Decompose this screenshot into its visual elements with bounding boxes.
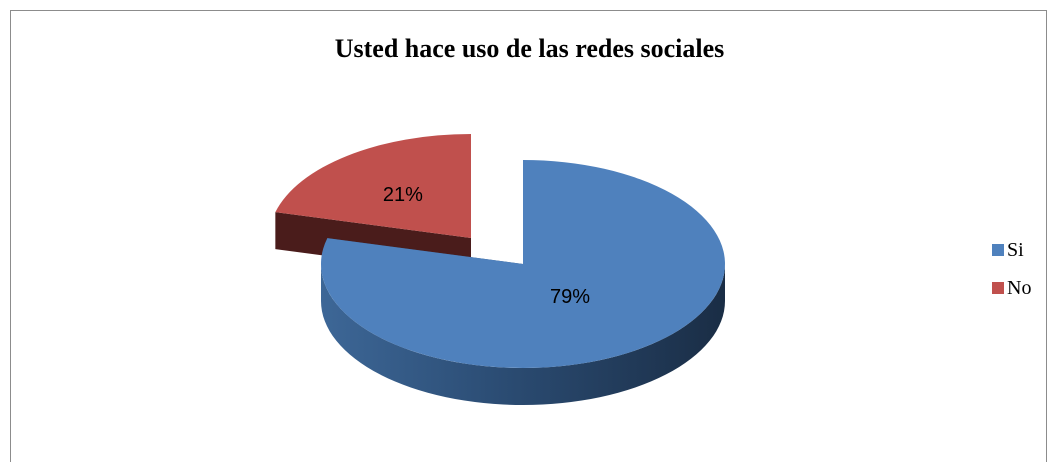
chart-title: Usted hace uso de las redes sociales (334, 34, 725, 63)
data-label-si: 79% (550, 286, 590, 308)
legend-label-no: No (1007, 276, 1032, 299)
legend-label-si: Si (1007, 238, 1024, 261)
pie-side-si (321, 264, 725, 405)
legend-item-no: No (992, 274, 1031, 302)
pie-top-no (275, 134, 471, 238)
pie-slice-si (321, 160, 725, 405)
legend: Si No (992, 236, 1031, 312)
data-label-no: 21% (383, 184, 423, 206)
legend-swatch-si (992, 244, 1004, 256)
pie-top-si (321, 160, 725, 368)
legend-swatch-no (992, 282, 1004, 294)
legend-item-si: Si (992, 236, 1031, 264)
